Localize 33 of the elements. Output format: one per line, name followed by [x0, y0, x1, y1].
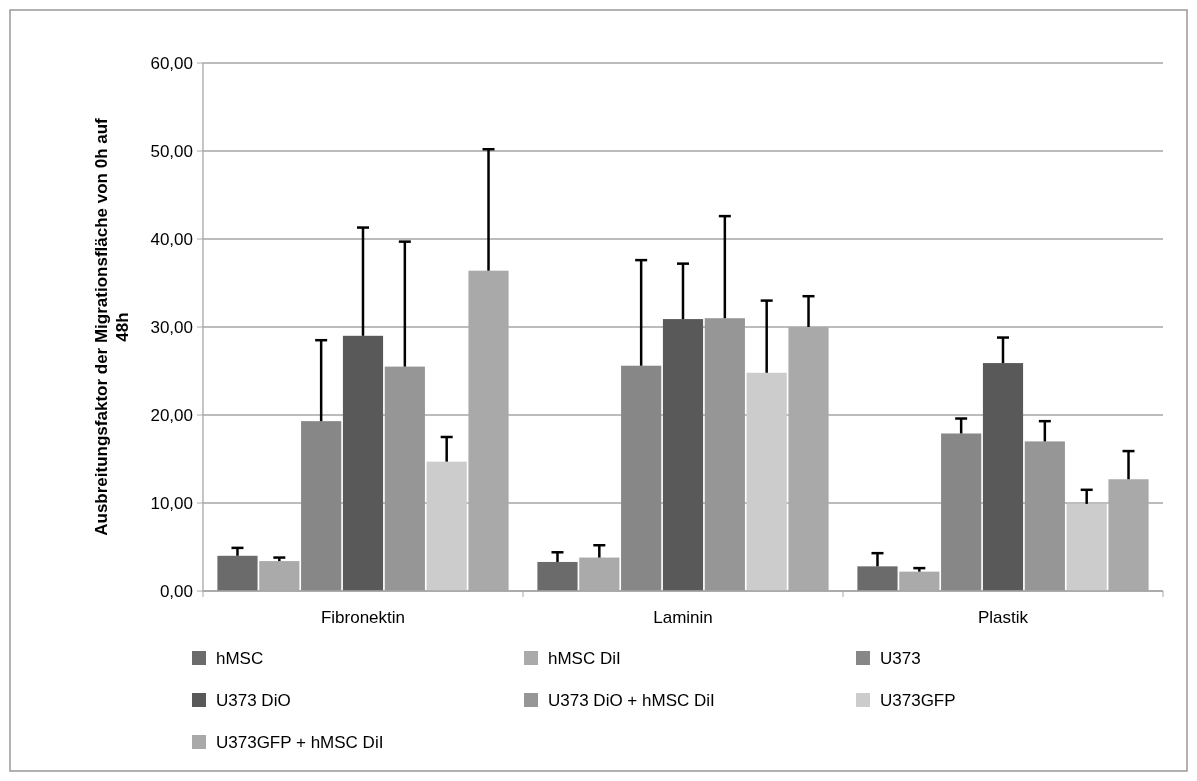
- x-tick-label: Plastik: [977, 608, 1029, 627]
- bar: [941, 433, 982, 591]
- bar: [1066, 503, 1107, 591]
- bar: [1024, 441, 1065, 591]
- x-tick-label: Fibronektin: [320, 608, 406, 627]
- bar: [857, 566, 898, 591]
- y-tick-label: 10,00: [150, 493, 193, 513]
- bar: [982, 363, 1024, 591]
- bar: [704, 318, 745, 591]
- legend-label: U373GFP: [880, 690, 956, 710]
- legend-label: U373: [880, 648, 921, 668]
- bar: [342, 335, 384, 591]
- y-tick-label: 0,00: [159, 581, 193, 601]
- y-tick-label: 60,00: [150, 53, 193, 73]
- legend-label: hMSC: [216, 648, 264, 668]
- legend-label: hMSC DiI: [548, 648, 621, 668]
- bar: [621, 365, 662, 591]
- legend-label: U373GFP + hMSC DiI: [216, 732, 384, 752]
- x-tick-label: Laminin: [653, 608, 713, 627]
- y-tick-label: 30,00: [150, 317, 193, 337]
- bar: [662, 319, 704, 591]
- bar: [537, 561, 578, 591]
- y-tick-label: 50,00: [150, 141, 193, 161]
- bar: [384, 366, 425, 591]
- bar: [426, 461, 467, 591]
- bar: [746, 372, 787, 591]
- y-tick-label: 40,00: [150, 229, 193, 249]
- y-axis-title: Ausbreitungsfaktor der Migrationsfläche von 0h auf 48h: [91, 117, 132, 536]
- legend-label: U373 DiO: [216, 690, 291, 710]
- legend-label: U373 DiO + hMSC DiI: [548, 690, 715, 710]
- bar: [301, 421, 342, 591]
- bar: [217, 555, 258, 591]
- y-tick-label: 20,00: [150, 405, 193, 425]
